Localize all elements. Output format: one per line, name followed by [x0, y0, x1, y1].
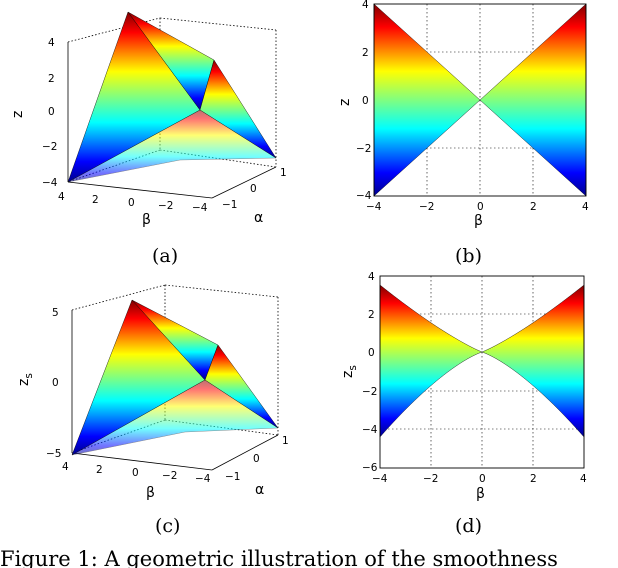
- panel-c-xtick: 2: [96, 464, 103, 476]
- panel-a-ytick: 0: [250, 183, 257, 195]
- panel-a: 4 2 0 −2 −4 4 2 0 −2 −4 1 0 −1 z β α (a): [10, 11, 287, 267]
- panel-a-xtick: −2: [158, 200, 173, 212]
- panel-a-xtick: −4: [192, 202, 208, 214]
- panel-c-ytick: 0: [253, 453, 260, 465]
- panel-c-xtick: −2: [162, 470, 177, 482]
- panel-a-ztick: −4: [42, 177, 58, 189]
- panel-d-ztick: 4: [368, 271, 375, 283]
- panel-b: 4 2 0 −2 −4 −4 −2 0 2 4 z β (b): [337, 0, 589, 267]
- panel-a-xtick: 4: [58, 191, 65, 203]
- panel-d-ztick: 2: [368, 309, 375, 321]
- panel-d-ztick: −4: [362, 424, 378, 436]
- panel-d-zlabel: zs: [340, 365, 359, 378]
- panel-d-label: (d): [455, 515, 482, 537]
- panel-c-zlabel: zs: [16, 373, 35, 386]
- panel-b-xtick: −4: [366, 201, 382, 213]
- panel-c-axes-box: [71, 284, 279, 471]
- panel-c-xtick: −4: [195, 473, 211, 485]
- panel-a-ztick: −2: [42, 141, 57, 153]
- panel-c: 5 0 −5 4 2 0 −2 −4 1 0 −1 zs β α (c): [16, 284, 289, 537]
- panel-b-ztick: −2: [356, 143, 371, 155]
- panel-a-xtick: 0: [128, 197, 135, 209]
- panel-b-xlabel: β: [474, 213, 483, 229]
- panel-b-xtick: 2: [530, 201, 537, 213]
- panel-c-ytick: −1: [225, 471, 240, 483]
- panel-d-xtick: −2: [423, 473, 438, 485]
- panel-d-frame: [379, 275, 585, 469]
- panel-a-xtick: 2: [92, 194, 99, 206]
- panel-d-xtick: 4: [580, 473, 587, 485]
- panel-b-label: (b): [455, 245, 482, 267]
- panel-b-xtick: 0: [477, 201, 484, 213]
- panel-c-surface: [71, 299, 279, 456]
- panel-a-ztick: 2: [48, 73, 55, 85]
- panel-d-xlabel: β: [476, 486, 485, 502]
- panel-c-label: (c): [155, 515, 180, 537]
- panel-b-xtick: −2: [419, 201, 434, 213]
- panel-b-xtick: 4: [582, 201, 589, 213]
- panel-d-ztick: −6: [362, 462, 378, 474]
- panel-a-ytick: −1: [222, 199, 237, 211]
- panel-d-ztick: −2: [362, 386, 377, 398]
- panel-c-ztick: −5: [46, 448, 61, 460]
- panel-c-ztick: 5: [52, 307, 59, 319]
- panel-c-ylabel: α: [255, 482, 264, 498]
- panel-b-ztick: 0: [362, 95, 369, 107]
- panel-a-ylabel: α: [254, 210, 263, 226]
- panel-a-ztick: 4: [48, 37, 55, 49]
- panel-c-xtick: 4: [62, 461, 69, 473]
- panel-a-zlabel: z: [10, 111, 26, 118]
- panel-c-ytick: 1: [282, 435, 289, 447]
- panel-b-frame: [373, 3, 587, 197]
- panel-b-ztick: 4: [362, 0, 369, 11]
- panel-b-ztick: −4: [356, 190, 372, 202]
- panel-a-ztick: 0: [48, 106, 55, 118]
- panel-b-ztick: 2: [362, 47, 369, 59]
- panel-c-ztick: 0: [52, 377, 59, 389]
- panel-a-label: (a): [152, 245, 178, 267]
- panel-d-xtick: 0: [479, 473, 486, 485]
- panel-b-zlabel: z: [337, 99, 353, 106]
- panel-d: 4 2 0 −2 −4 −6 −4 −2 0 2 4 zs β (d): [340, 271, 587, 537]
- panel-a-surface: [67, 11, 277, 183]
- panel-d-surface: [379, 284, 585, 438]
- panel-c-xlabel: β: [146, 485, 155, 501]
- panel-a-ytick: 1: [280, 167, 287, 179]
- panel-c-xtick: 0: [132, 467, 139, 479]
- figure-caption: Figure 1: A geometric illustration of th…: [0, 547, 558, 568]
- panel-a-xlabel: β: [142, 212, 151, 228]
- panel-d-ztick: 0: [368, 347, 375, 359]
- panel-d-xtick: −4: [372, 473, 388, 485]
- panel-d-xtick: 2: [530, 473, 537, 485]
